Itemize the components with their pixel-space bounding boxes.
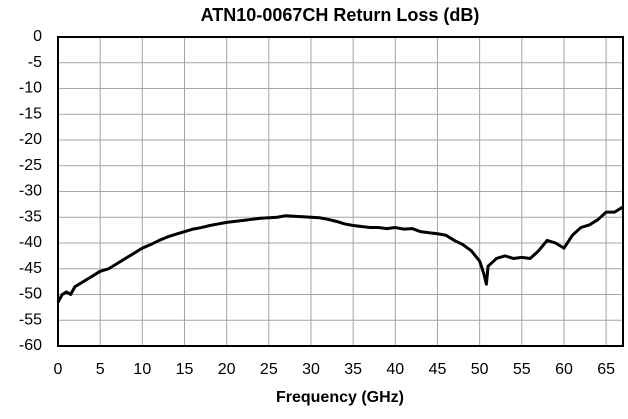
- y-tick-label: -25: [19, 157, 42, 174]
- y-tick-label: -55: [19, 311, 42, 328]
- data-line: [56, 205, 624, 303]
- y-tick-label: -10: [19, 80, 42, 97]
- y-tick-label: -45: [19, 260, 42, 277]
- y-tick-label: -20: [19, 131, 42, 148]
- y-tick-label: 0: [33, 28, 42, 45]
- y-tick-label: -35: [19, 208, 42, 225]
- y-tick-label: -40: [19, 234, 42, 251]
- x-axis-title: Frequency (GHz): [276, 389, 404, 406]
- x-tick-label: 25: [260, 361, 278, 378]
- x-tick-label: 5: [96, 361, 105, 378]
- y-tick-label: -50: [19, 286, 42, 303]
- x-tick-label: 65: [597, 361, 615, 378]
- y-tick-label: -60: [19, 337, 42, 354]
- x-tick-label: 30: [302, 361, 320, 378]
- x-tick-label: 40: [386, 361, 404, 378]
- x-tick-label: 20: [218, 361, 236, 378]
- x-tick-label: 45: [429, 361, 447, 378]
- y-tick-label: -15: [19, 105, 42, 122]
- y-tick-label: -30: [19, 183, 42, 200]
- plot-border: [57, 36, 624, 347]
- x-tick-label: 35: [344, 361, 362, 378]
- x-tick-label: 60: [555, 361, 573, 378]
- x-tick-label: 50: [471, 361, 489, 378]
- x-tick-label: 0: [54, 361, 63, 378]
- y-tick-label: -5: [28, 54, 42, 71]
- x-tick-label: 15: [176, 361, 194, 378]
- x-tick-label: 55: [513, 361, 531, 378]
- chart-title: ATN10-0067CH Return Loss (dB): [201, 5, 480, 25]
- x-tick-label: 10: [133, 361, 151, 378]
